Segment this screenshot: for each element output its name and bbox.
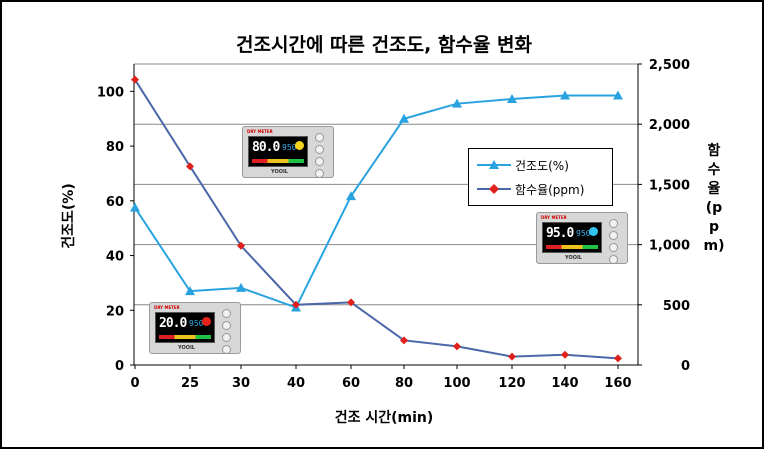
- device-level-bar: [252, 159, 304, 163]
- x-tick-label: 100: [443, 376, 470, 391]
- device-screen: 95.0 950: [542, 222, 602, 253]
- x-tick-label: 25: [181, 376, 199, 391]
- device-screen: 20.0 950: [155, 312, 215, 343]
- y-tick-label-left: 20: [106, 304, 124, 319]
- dry-meter-image: DRY METER 80.0 950 YOOIL: [242, 126, 334, 178]
- dry-meter-image: DRY METER 20.0 950 YOOIL: [149, 302, 241, 354]
- data-point-dryness: [346, 191, 356, 201]
- legend-label: 건조도(%): [515, 158, 569, 173]
- legend-swatch-diamond: [477, 184, 511, 194]
- y-tick-label-left: 0: [115, 359, 124, 374]
- y-tick-label-left: 100: [97, 85, 124, 100]
- legend-swatch-triangle: [477, 160, 511, 169]
- data-point-dryness: [560, 90, 570, 100]
- x-tick-label: 160: [604, 376, 631, 391]
- series-line-dryness: [134, 94, 618, 309]
- x-tick-label: 80: [395, 376, 413, 391]
- device-indicator: [589, 227, 598, 236]
- data-point-dryness: [507, 94, 517, 104]
- x-tick-label: 30: [232, 376, 250, 391]
- data-point-dryness: [130, 202, 140, 212]
- data-point-moisture: [508, 352, 516, 361]
- y-tick-label-right: 2,000: [649, 118, 690, 133]
- x-tick-label: 0: [130, 376, 139, 391]
- y-axis-right-label: 함수율(ppm): [703, 143, 725, 254]
- device-buttons: [311, 133, 327, 178]
- device-sub-reading: 950: [189, 319, 204, 328]
- legend: 건조도(%) 함수율(ppm): [468, 148, 613, 206]
- x-tick-label: 140: [551, 376, 578, 391]
- device-reading: 95.0: [546, 226, 574, 241]
- device-buttons: [605, 219, 621, 264]
- device-maker: YOOIL: [178, 345, 195, 351]
- x-tick-label: 40: [287, 376, 305, 391]
- legend-label: 함수율(ppm): [515, 182, 585, 197]
- data-point-moisture: [614, 354, 622, 363]
- data-point-dryness: [399, 113, 409, 123]
- y-tick-label-right: 0: [681, 359, 690, 374]
- device-reading: 20.0: [159, 316, 187, 331]
- y-tick-label-left: 60: [106, 195, 124, 210]
- x-axis-label: 건조 시간(min): [334, 410, 434, 426]
- device-brand: DRY METER: [247, 129, 273, 134]
- data-point-moisture: [453, 342, 461, 351]
- device-buttons: [218, 309, 234, 354]
- data-point-moisture: [400, 336, 408, 345]
- chart-title: 건조시간에 따른 건조도, 함수율 변화: [236, 34, 532, 56]
- data-point-moisture: [237, 241, 245, 250]
- device-maker: YOOIL: [565, 255, 582, 261]
- dry-meter-image: DRY METER 95.0 950 YOOIL: [536, 212, 628, 264]
- data-point-dryness: [185, 286, 195, 296]
- data-point-moisture: [292, 300, 300, 309]
- device-brand: DRY METER: [541, 215, 567, 220]
- data-point-moisture: [131, 75, 139, 84]
- data-point-moisture: [561, 350, 569, 359]
- x-tick-label: 120: [498, 376, 525, 391]
- legend-item-moisture: 함수율(ppm): [477, 179, 584, 199]
- series-line-moisture: [134, 79, 619, 360]
- y-tick-label-right: 500: [663, 299, 690, 314]
- data-point-moisture: [347, 298, 355, 307]
- device-sub-reading: 950: [282, 143, 297, 152]
- x-tick-label: 60: [342, 376, 360, 391]
- legend-item-dryness: 건조도(%): [477, 155, 569, 175]
- y-tick-label-right: 1,500: [649, 178, 690, 193]
- device-level-bar: [546, 245, 598, 249]
- device-reading: 80.0: [252, 140, 280, 155]
- data-point-dryness: [236, 282, 246, 292]
- device-level-bar: [159, 335, 211, 339]
- device-indicator: [295, 141, 304, 150]
- y-axis-left-label: 건조도(%): [61, 183, 77, 249]
- data-point-dryness: [452, 98, 462, 108]
- data-point-moisture: [186, 162, 194, 171]
- y-tick-label-left: 80: [106, 140, 124, 155]
- y-tick-label-left: 40: [106, 250, 124, 265]
- device-indicator: [202, 317, 211, 326]
- device-brand: DRY METER: [154, 305, 180, 310]
- device-screen: 80.0 950: [248, 136, 308, 167]
- y-tick-label-right: 1,000: [649, 239, 690, 254]
- data-point-dryness: [613, 90, 623, 100]
- device-maker: YOOIL: [271, 169, 288, 175]
- y-tick-label-right: 2,500: [649, 58, 690, 73]
- device-sub-reading: 950: [576, 229, 591, 238]
